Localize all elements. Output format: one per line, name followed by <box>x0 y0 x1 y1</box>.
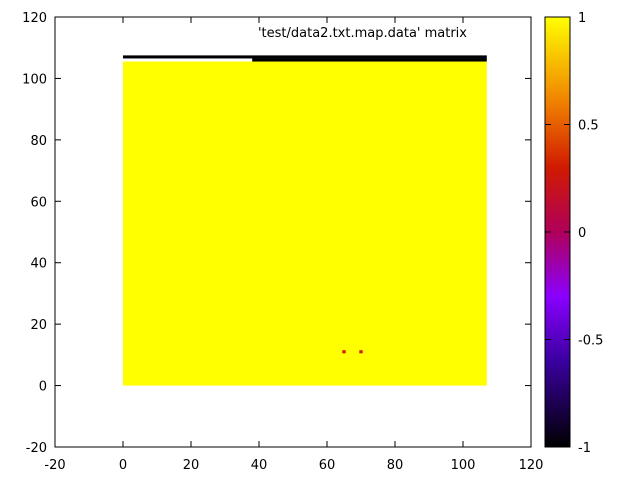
matrix-cell <box>123 55 487 59</box>
matrix-cell <box>252 58 487 62</box>
plot-border <box>54 16 532 448</box>
x-tick-label: 40 <box>251 458 268 473</box>
x-axis-ticks: -20 0 20 40 60 80 100 120 <box>44 17 543 473</box>
y-tick-label: 100 <box>22 72 47 87</box>
colorbar-tick-label: 0 <box>578 226 586 241</box>
y-axis-ticks: -20 0 20 40 60 80 100 120 <box>22 11 531 456</box>
x-tick-label: 120 <box>519 458 544 473</box>
x-tick-label: 0 <box>119 458 127 473</box>
matrix-fill <box>123 61 487 386</box>
matrix-cell <box>359 350 363 354</box>
y-tick-label: 60 <box>30 195 47 210</box>
y-tick-label: 120 <box>22 11 47 26</box>
y-tick-label: 20 <box>30 318 47 333</box>
colorbar-tick-label: -0.5 <box>578 334 603 349</box>
y-tick-label: 40 <box>30 257 47 272</box>
x-tick-label: 20 <box>183 458 200 473</box>
matrix-cell <box>342 350 346 354</box>
x-tick-label: 80 <box>387 458 404 473</box>
y-tick-label: -20 <box>26 441 47 456</box>
colorbar-tick-label: 1 <box>578 11 586 26</box>
y-tick-label: 80 <box>30 134 47 149</box>
colorbar-tick-label: 0.5 <box>578 119 599 134</box>
colorbar-tick-label: -1 <box>578 441 591 456</box>
y-tick-label: 0 <box>39 380 47 395</box>
matrix-cells <box>123 55 487 386</box>
colorbar-ticks: -1 -0.5 0 0.5 1 <box>545 11 603 456</box>
legend-label: 'test/data2.txt.map.data' matrix <box>258 26 467 41</box>
x-tick-label: 100 <box>451 458 476 473</box>
x-tick-label: 60 <box>319 458 336 473</box>
x-tick-label: -20 <box>44 458 65 473</box>
